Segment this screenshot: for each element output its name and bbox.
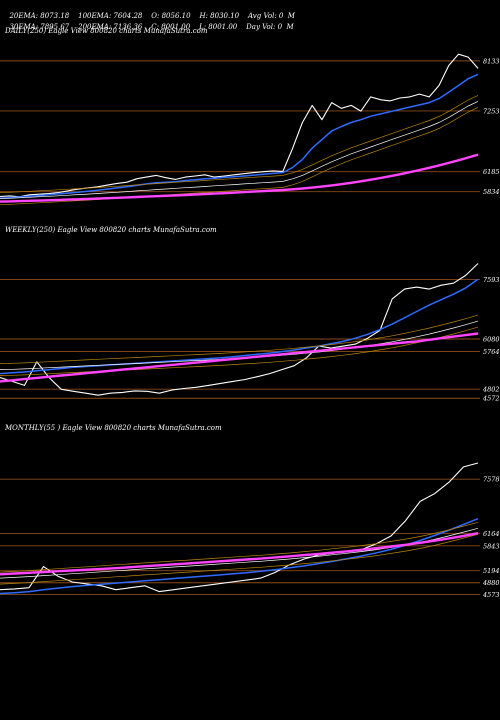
stat-30ema: 30EMA: 7895.67	[9, 23, 70, 31]
weekly-ema-band-1	[0, 314, 479, 364]
weekly-ema_slow-line	[0, 332, 479, 383]
weekly-level-label-1: 6080	[483, 336, 500, 344]
monthly-level-label-3: 5194	[483, 567, 500, 575]
stat-low: L: 8001.00	[199, 23, 238, 31]
weekly-ema_fast-line	[0, 278, 479, 375]
daily-level-label-0: 8133	[483, 57, 500, 65]
stat-20ema: 20EMA: 8073.18	[9, 12, 70, 20]
monthly-level-label-4: 4880	[482, 579, 500, 587]
daily-level-label-3: 5834	[483, 188, 500, 196]
daily-price-line	[0, 53, 479, 198]
weekly-level-label-4: 4572	[482, 395, 500, 403]
monthly-ema_fast-line	[0, 518, 479, 595]
daily-ema-band-0	[0, 107, 479, 206]
monthly-level-label-5: 4573	[482, 591, 500, 599]
monthly-ema_slow-line	[0, 532, 479, 576]
daily-ema_mid-line	[0, 101, 479, 200]
stat-avg-vol: Avg Vol: 0 M	[248, 12, 295, 20]
daily-ema-band-1	[0, 95, 479, 194]
weekly-level-label-0: 7593	[483, 276, 500, 284]
monthly-ema-band-0	[0, 533, 479, 585]
stat-200ema: 200EMA: 7136.36	[78, 23, 143, 31]
daily-level-label-1: 7253	[483, 107, 500, 115]
monthly-level-label-2: 5843	[483, 542, 500, 550]
weekly-price-line	[0, 263, 479, 396]
daily-panel: 8133 7253 6185 5834	[0, 53, 500, 206]
stat-100ema: 100EMA: 7604.28	[78, 12, 143, 20]
daily-panel-title: DAILY(250) Eagle View 800820 charts Muna…	[5, 27, 208, 35]
stat-open: O: 8056.10	[151, 12, 191, 20]
monthly-panel: 7578 6164 5843 5194 4880 4573	[0, 462, 500, 599]
stat-close: C: 8001.00	[151, 23, 191, 31]
stat-high: H: 8030.10	[199, 12, 240, 20]
monthly-price-line	[0, 462, 479, 593]
stats-row-2: 30EMA: 7895.67 200EMA: 7136.36 C: 8001.0…	[5, 14, 294, 32]
monthly-level-label-0: 7578	[483, 476, 500, 484]
weekly-level-label-2: 5764	[483, 348, 500, 356]
weekly-ema-band-0	[0, 326, 479, 376]
daily-ema_slow-line	[0, 153, 479, 203]
monthly-ema-band-1	[0, 521, 479, 573]
monthly-level-label-1: 6164	[483, 530, 500, 538]
stats-row-1: 20EMA: 8073.18 100EMA: 7604.28 O: 8056.1…	[5, 3, 295, 21]
weekly-level-label-3: 4802	[482, 386, 500, 394]
monthly-panel-title: MONTHLY(55 ) Eagle View 800820 charts Mu…	[5, 424, 222, 432]
daily-level-label-2: 6185	[483, 168, 500, 176]
daily-ema_fast-line	[0, 73, 479, 199]
stat-day-vol: Day Vol: 0 M	[246, 23, 294, 31]
weekly-panel-title: WEEKLY(250) Eagle View 800820 charts Mun…	[5, 226, 217, 234]
